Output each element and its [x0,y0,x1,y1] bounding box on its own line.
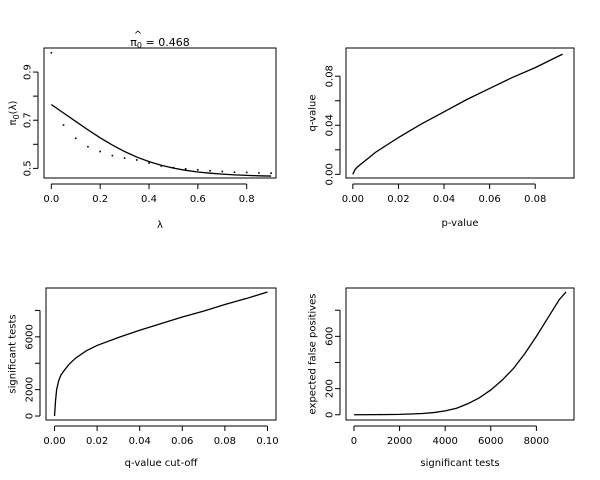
x-axis-label: λ [157,220,163,231]
data-point [99,150,101,153]
y-axis-label: significant tests [8,314,19,393]
y-tick-label: 0 [325,412,336,418]
x-axis-label: q-value cut-off [125,458,199,469]
x-tick-label: 0.4 [141,194,157,205]
y-tick-label: 0.04 [325,114,336,136]
data-point [233,171,236,174]
x-tick-label: 6000 [478,436,503,447]
x-tick-label: 0.02 [86,436,108,447]
data-point [111,154,114,157]
x-axis-label: p-value [441,218,478,229]
y-tick-label: 2000 [25,377,36,402]
data-point [123,157,126,159]
data-point [62,124,65,126]
x-tick-label: 0.6 [190,194,206,205]
y-tick-label: 0 [25,413,36,419]
x-tick-label: 0.00 [342,194,364,205]
x-tick-label: 2000 [387,436,412,447]
data-point [245,171,248,174]
data-point [270,172,272,174]
plot-frame [43,47,277,179]
x-axis-label: significant tests [420,458,499,469]
x-tick-label: 0.06 [479,194,501,205]
data-point [136,159,138,161]
y-axis-label: expected false positives [308,294,319,415]
x-tick-label: 8000 [524,436,549,447]
data-point [258,172,260,174]
y-tick-label: 0.08 [325,65,336,87]
data-point [160,165,163,167]
data-point [184,168,187,170]
plot-frame [345,287,575,421]
lambda-pi0-panel: 0.0 0.2 0.4 0.6 0.8 0.5 0.7 0.9 λ π0(λ) π0 = 0.468… [8,30,277,231]
pvalue-qvalue-panel: 0.00 0.02 0.04 0.06 0.08 0.00 0.04 0.08 p-value q… [308,47,575,229]
x-tick-label: 0.06 [171,436,193,447]
x-tick-label: 0.00 [43,436,65,447]
y-axis-label: q-value [308,94,319,131]
y-tick-label: 200 [325,379,336,398]
x-tick-label: 0.0 [43,194,59,205]
x-tick-label: 0.02 [387,194,409,205]
data-point [50,52,53,54]
y-tick-label: 0.9 [23,64,34,80]
data-point [87,145,89,148]
y-tick-label: 0.00 [325,163,336,185]
y-tick-label: 0.5 [23,160,34,176]
y-tick-label: 600 [325,327,336,346]
data-point [221,170,224,173]
x-tick-label: 0.10 [256,436,278,447]
data-point [148,162,150,164]
x-tick-label: 0.8 [239,194,255,205]
data-point [197,169,199,171]
x-tick-label: 0.08 [214,436,236,447]
x-tick-label: 0.04 [433,194,455,205]
series-line [352,53,563,175]
y-tick-label: 0.7 [23,112,34,128]
data-point [74,137,77,140]
x-tick-label: 0.2 [92,194,108,205]
plot-frame [345,47,575,179]
x-tick-label: 0.04 [129,436,151,447]
data-point [209,169,211,172]
x-tick-label: 4000 [432,436,457,447]
x-tick-label: 0.08 [524,194,546,205]
series-line [50,104,272,177]
title-hat: ^ [134,30,142,41]
plot-frame [45,287,277,421]
y-axis-label: π0(λ) [8,100,21,125]
significant-falsepos-panel: 0 2000 4000 6000 8000 0 200 600 significant test… [308,287,575,469]
series-line [353,291,567,416]
y-tick-label: 6000 [25,324,36,349]
qcutoff-significant-panel: 0.00 0.02 0.04 0.06 0.08 0.10 0 2000 6000 q-value… [8,287,279,469]
chart-title: π0 = 0.468 [130,36,189,50]
series-line [53,291,268,417]
x-tick-label: 0 [351,436,357,447]
